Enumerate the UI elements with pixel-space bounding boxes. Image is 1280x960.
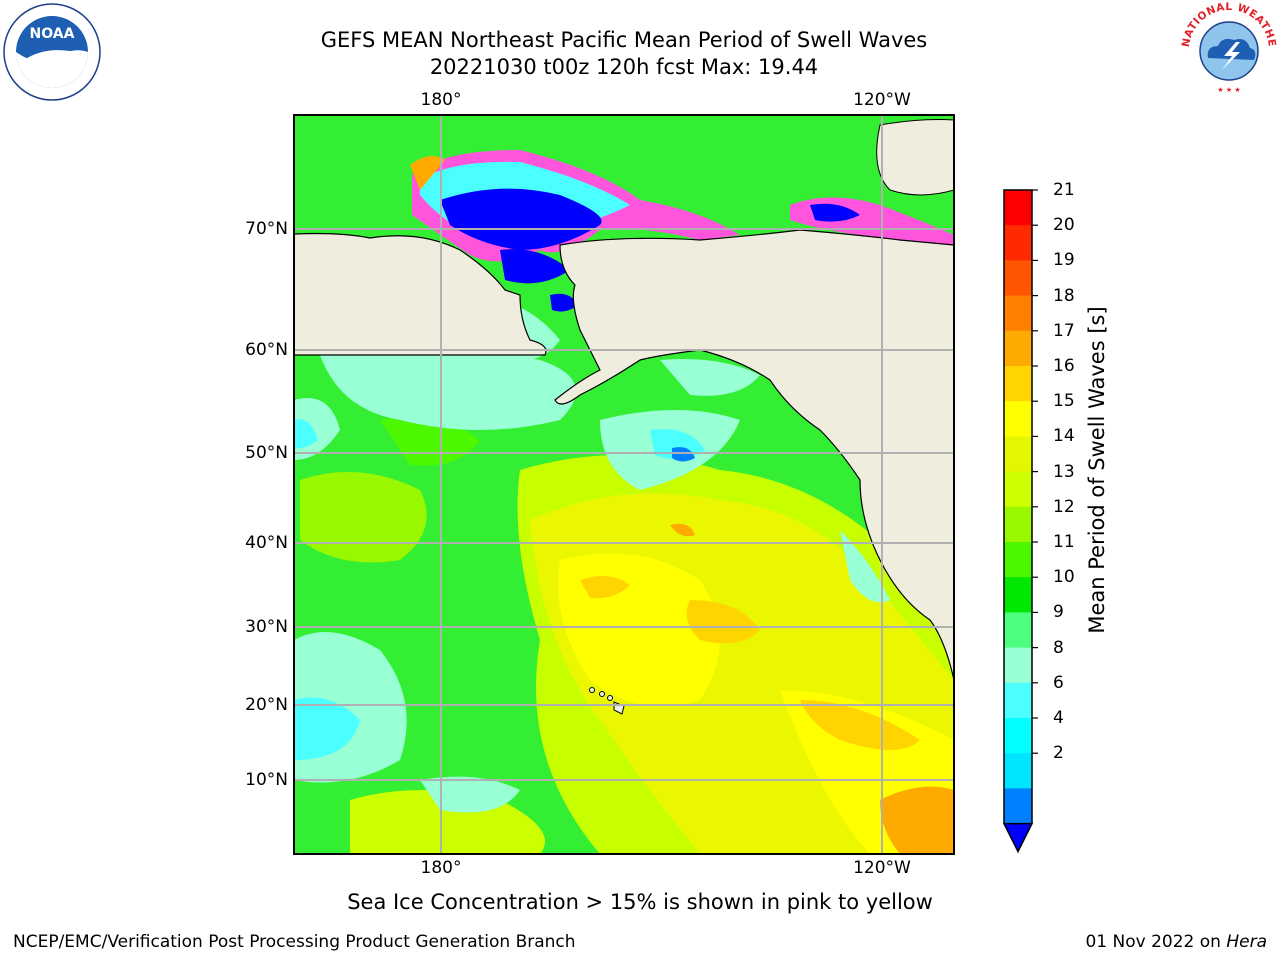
colorbar-tick-label: 10 bbox=[1053, 567, 1075, 588]
lat-tick-40n: 40°N bbox=[245, 533, 288, 553]
lat-tick-60n: 60°N bbox=[245, 340, 288, 360]
nws-logo: NATIONAL WEATHER SERVICE ★ ★ ★ bbox=[1178, 2, 1277, 96]
colorbar-tick-label: 9 bbox=[1053, 602, 1064, 623]
colorbar-tick-label: 13 bbox=[1053, 461, 1075, 482]
sea-ice-note: Sea Ice Concentration > 15% is shown in … bbox=[347, 890, 933, 914]
lat-tick-70n: 70°N bbox=[245, 219, 288, 239]
colorbar-segment bbox=[1004, 682, 1032, 719]
land-north-america bbox=[554, 229, 954, 681]
colorbar-tick-label: 11 bbox=[1053, 532, 1075, 552]
colorbar-segment bbox=[1004, 577, 1032, 613]
lon-tick-top-120w: 120°W bbox=[853, 90, 911, 110]
colorbar-segment bbox=[1004, 542, 1032, 578]
noaa-logo: NOAA bbox=[3, 3, 101, 101]
colorbar-segment bbox=[1004, 788, 1032, 825]
colorbar-segment bbox=[1004, 225, 1032, 261]
colorbar-segment bbox=[1004, 753, 1032, 789]
colorbar bbox=[1002, 189, 1038, 854]
land-siberia bbox=[294, 232, 547, 356]
lat-tick-10n: 10°N bbox=[245, 770, 288, 790]
lon-tick-top-180: 180° bbox=[420, 90, 462, 110]
colorbar-tick-label: 17 bbox=[1053, 320, 1075, 341]
colorbar-tick-label: 20 bbox=[1053, 215, 1075, 236]
map-frame bbox=[293, 114, 955, 855]
noaa-logo-text: NOAA bbox=[30, 26, 75, 42]
graticule bbox=[294, 115, 954, 854]
colorbar-segment bbox=[1004, 506, 1032, 543]
colorbar-tick-label: 16 bbox=[1053, 356, 1075, 376]
colorbar-segment bbox=[1004, 295, 1032, 332]
colorbar-tick-label: 4 bbox=[1053, 708, 1064, 728]
lat-tick-30n: 30°N bbox=[245, 617, 288, 637]
colorbar-segment bbox=[1004, 471, 1032, 508]
footer-credit: NCEP/EMC/Verification Post Processing Pr… bbox=[13, 932, 576, 952]
colorbar-tick-label: 2 bbox=[1053, 743, 1064, 764]
colorbar-tick-label: 19 bbox=[1053, 250, 1075, 271]
colorbar-segment bbox=[1004, 330, 1032, 367]
lat-tick-50n: 50°N bbox=[245, 443, 288, 463]
footer-date: 01 Nov 2022 on Hera bbox=[1085, 932, 1267, 952]
colorbar-tick-label: 12 bbox=[1053, 496, 1075, 517]
colorbar-segment bbox=[1004, 366, 1032, 402]
lat-tick-20n: 20°N bbox=[245, 695, 288, 715]
colorbar-tick-label: 15 bbox=[1053, 391, 1075, 412]
colorbar-segment bbox=[1004, 436, 1032, 473]
footer-machine: Hera bbox=[1226, 932, 1267, 952]
colorbar-segment bbox=[1004, 190, 1032, 226]
chart-subtitle: 20221030 t00z 120h fcst Max: 19.44 bbox=[429, 55, 819, 79]
colorbar-segment bbox=[1004, 612, 1032, 649]
colorbar-extend-triangle bbox=[1002, 822, 1034, 854]
lon-tick-bottom-180: 180° bbox=[420, 858, 462, 878]
svg-text:★ ★ ★: ★ ★ ★ bbox=[1217, 86, 1240, 94]
colorbar-tick-label: 18 bbox=[1053, 285, 1075, 306]
chart-title: GEFS MEAN Northeast Pacific Mean Period … bbox=[320, 28, 928, 52]
lon-tick-bottom-120w: 120°W bbox=[853, 858, 911, 878]
colorbar-tick-label: 21 bbox=[1053, 180, 1075, 200]
colorbar-segment bbox=[1004, 401, 1032, 437]
colorbar-tick-label: 14 bbox=[1053, 426, 1075, 447]
colorbar-segment bbox=[1004, 718, 1032, 754]
colorbar-tick-label: 6 bbox=[1053, 672, 1064, 693]
colorbar-segment bbox=[1004, 260, 1032, 297]
colorbar-tick-label: 8 bbox=[1053, 637, 1064, 658]
colorbar-segment bbox=[1004, 647, 1032, 684]
